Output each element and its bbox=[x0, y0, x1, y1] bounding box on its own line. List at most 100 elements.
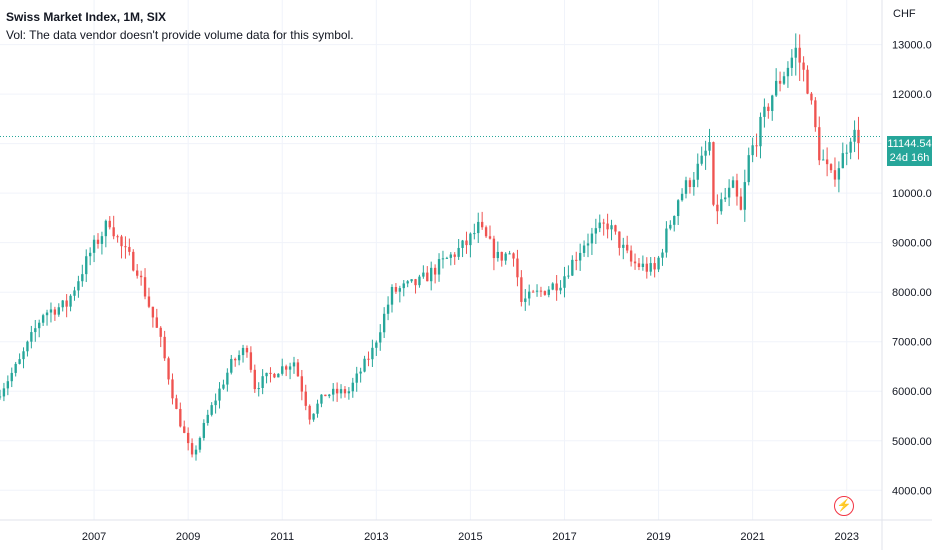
candle-body bbox=[155, 317, 158, 328]
candle-body bbox=[159, 327, 162, 337]
candle-body bbox=[833, 170, 837, 180]
candle-body bbox=[34, 328, 37, 333]
candle-body bbox=[778, 80, 782, 84]
candle-body bbox=[512, 253, 515, 259]
candle-body bbox=[724, 197, 727, 200]
candle-body bbox=[367, 358, 370, 360]
candle-body bbox=[128, 246, 131, 252]
x-tick-label: 2021 bbox=[740, 531, 764, 543]
candle-body bbox=[394, 287, 398, 292]
candle-body bbox=[586, 243, 590, 246]
candle-body bbox=[375, 342, 378, 348]
candle-body bbox=[829, 164, 833, 171]
candle-body bbox=[469, 233, 472, 246]
candle-body bbox=[657, 257, 660, 270]
candle-body bbox=[73, 290, 76, 296]
candle-body bbox=[269, 372, 272, 374]
candle-body bbox=[445, 257, 449, 259]
candle-body bbox=[390, 287, 394, 305]
candle-body bbox=[790, 57, 794, 68]
candle-body bbox=[528, 291, 531, 299]
candle-body bbox=[708, 142, 711, 151]
candle-body bbox=[555, 283, 558, 291]
candle-body bbox=[441, 258, 445, 260]
candle-body bbox=[277, 373, 280, 378]
candle-body bbox=[622, 244, 625, 248]
candle-body bbox=[371, 347, 374, 360]
candle-body bbox=[841, 153, 844, 169]
x-tick-label: 2007 bbox=[82, 531, 106, 543]
candle-body bbox=[688, 180, 692, 187]
candle-body bbox=[849, 141, 852, 153]
candle-body bbox=[673, 216, 676, 225]
candle-body bbox=[265, 372, 268, 377]
candle-body bbox=[183, 426, 186, 433]
candle-body bbox=[347, 391, 351, 394]
candle-body bbox=[418, 276, 421, 286]
y-tick-label: 8000.00 bbox=[892, 287, 932, 299]
candle-body bbox=[426, 272, 429, 282]
candle-body bbox=[190, 443, 194, 455]
candle-body bbox=[716, 204, 719, 212]
candle-body bbox=[343, 389, 347, 394]
candle-body bbox=[606, 223, 609, 230]
candle-body bbox=[739, 196, 743, 210]
candle-body bbox=[492, 238, 496, 259]
candle-body bbox=[626, 244, 629, 251]
candle-body bbox=[281, 366, 284, 374]
candle-body bbox=[496, 251, 500, 259]
candle-body bbox=[704, 150, 707, 156]
candle-body bbox=[45, 312, 49, 316]
candle-body bbox=[567, 275, 570, 277]
candle-body bbox=[92, 239, 96, 253]
candle-body bbox=[116, 236, 119, 238]
candle-body bbox=[520, 277, 523, 302]
candle-body bbox=[845, 152, 848, 154]
candle-body bbox=[175, 398, 178, 409]
candle-body bbox=[81, 274, 84, 282]
countdown-label: 24d 16h bbox=[889, 152, 930, 164]
candle-body bbox=[751, 145, 754, 156]
candle-body bbox=[774, 80, 778, 96]
candle-body bbox=[763, 106, 766, 117]
last-price-value: 11144.54 bbox=[887, 138, 932, 150]
y-tick-label: 13000.00 bbox=[892, 40, 932, 52]
candle-body bbox=[143, 277, 147, 297]
candle-body bbox=[810, 93, 813, 101]
candle-body bbox=[700, 155, 703, 164]
candle-body bbox=[38, 322, 41, 329]
candle-body bbox=[755, 145, 758, 147]
candle-body bbox=[720, 199, 723, 212]
y-tick-label: 5000.00 bbox=[892, 436, 932, 448]
candle-body bbox=[261, 376, 264, 389]
candle-body bbox=[332, 388, 335, 395]
candle-body bbox=[253, 369, 256, 390]
candle-body bbox=[69, 295, 72, 307]
candle-body bbox=[531, 291, 535, 293]
candle-body bbox=[633, 261, 637, 264]
candle-body bbox=[767, 106, 770, 111]
last-price-tag: 11144.54 24d 16h bbox=[887, 136, 932, 166]
candle-body bbox=[676, 200, 680, 217]
lightning-icon[interactable]: ⚡ bbox=[834, 496, 854, 516]
candle-body bbox=[480, 221, 484, 228]
candle-body bbox=[328, 394, 331, 397]
candle-body bbox=[112, 227, 115, 237]
candle-body bbox=[547, 289, 550, 295]
candle-body bbox=[241, 347, 245, 356]
candle-body bbox=[484, 227, 488, 237]
candle-body bbox=[449, 254, 452, 258]
candle-body bbox=[339, 389, 343, 394]
candle-body bbox=[218, 388, 221, 401]
candle-body bbox=[163, 336, 166, 359]
candle-body bbox=[422, 272, 425, 277]
candle-body bbox=[288, 366, 292, 370]
candle-body bbox=[535, 290, 539, 292]
candle-body bbox=[524, 298, 527, 302]
candle-body bbox=[692, 179, 696, 187]
candle-body bbox=[210, 405, 213, 415]
candle-body bbox=[61, 300, 64, 308]
candle-body bbox=[136, 270, 139, 276]
